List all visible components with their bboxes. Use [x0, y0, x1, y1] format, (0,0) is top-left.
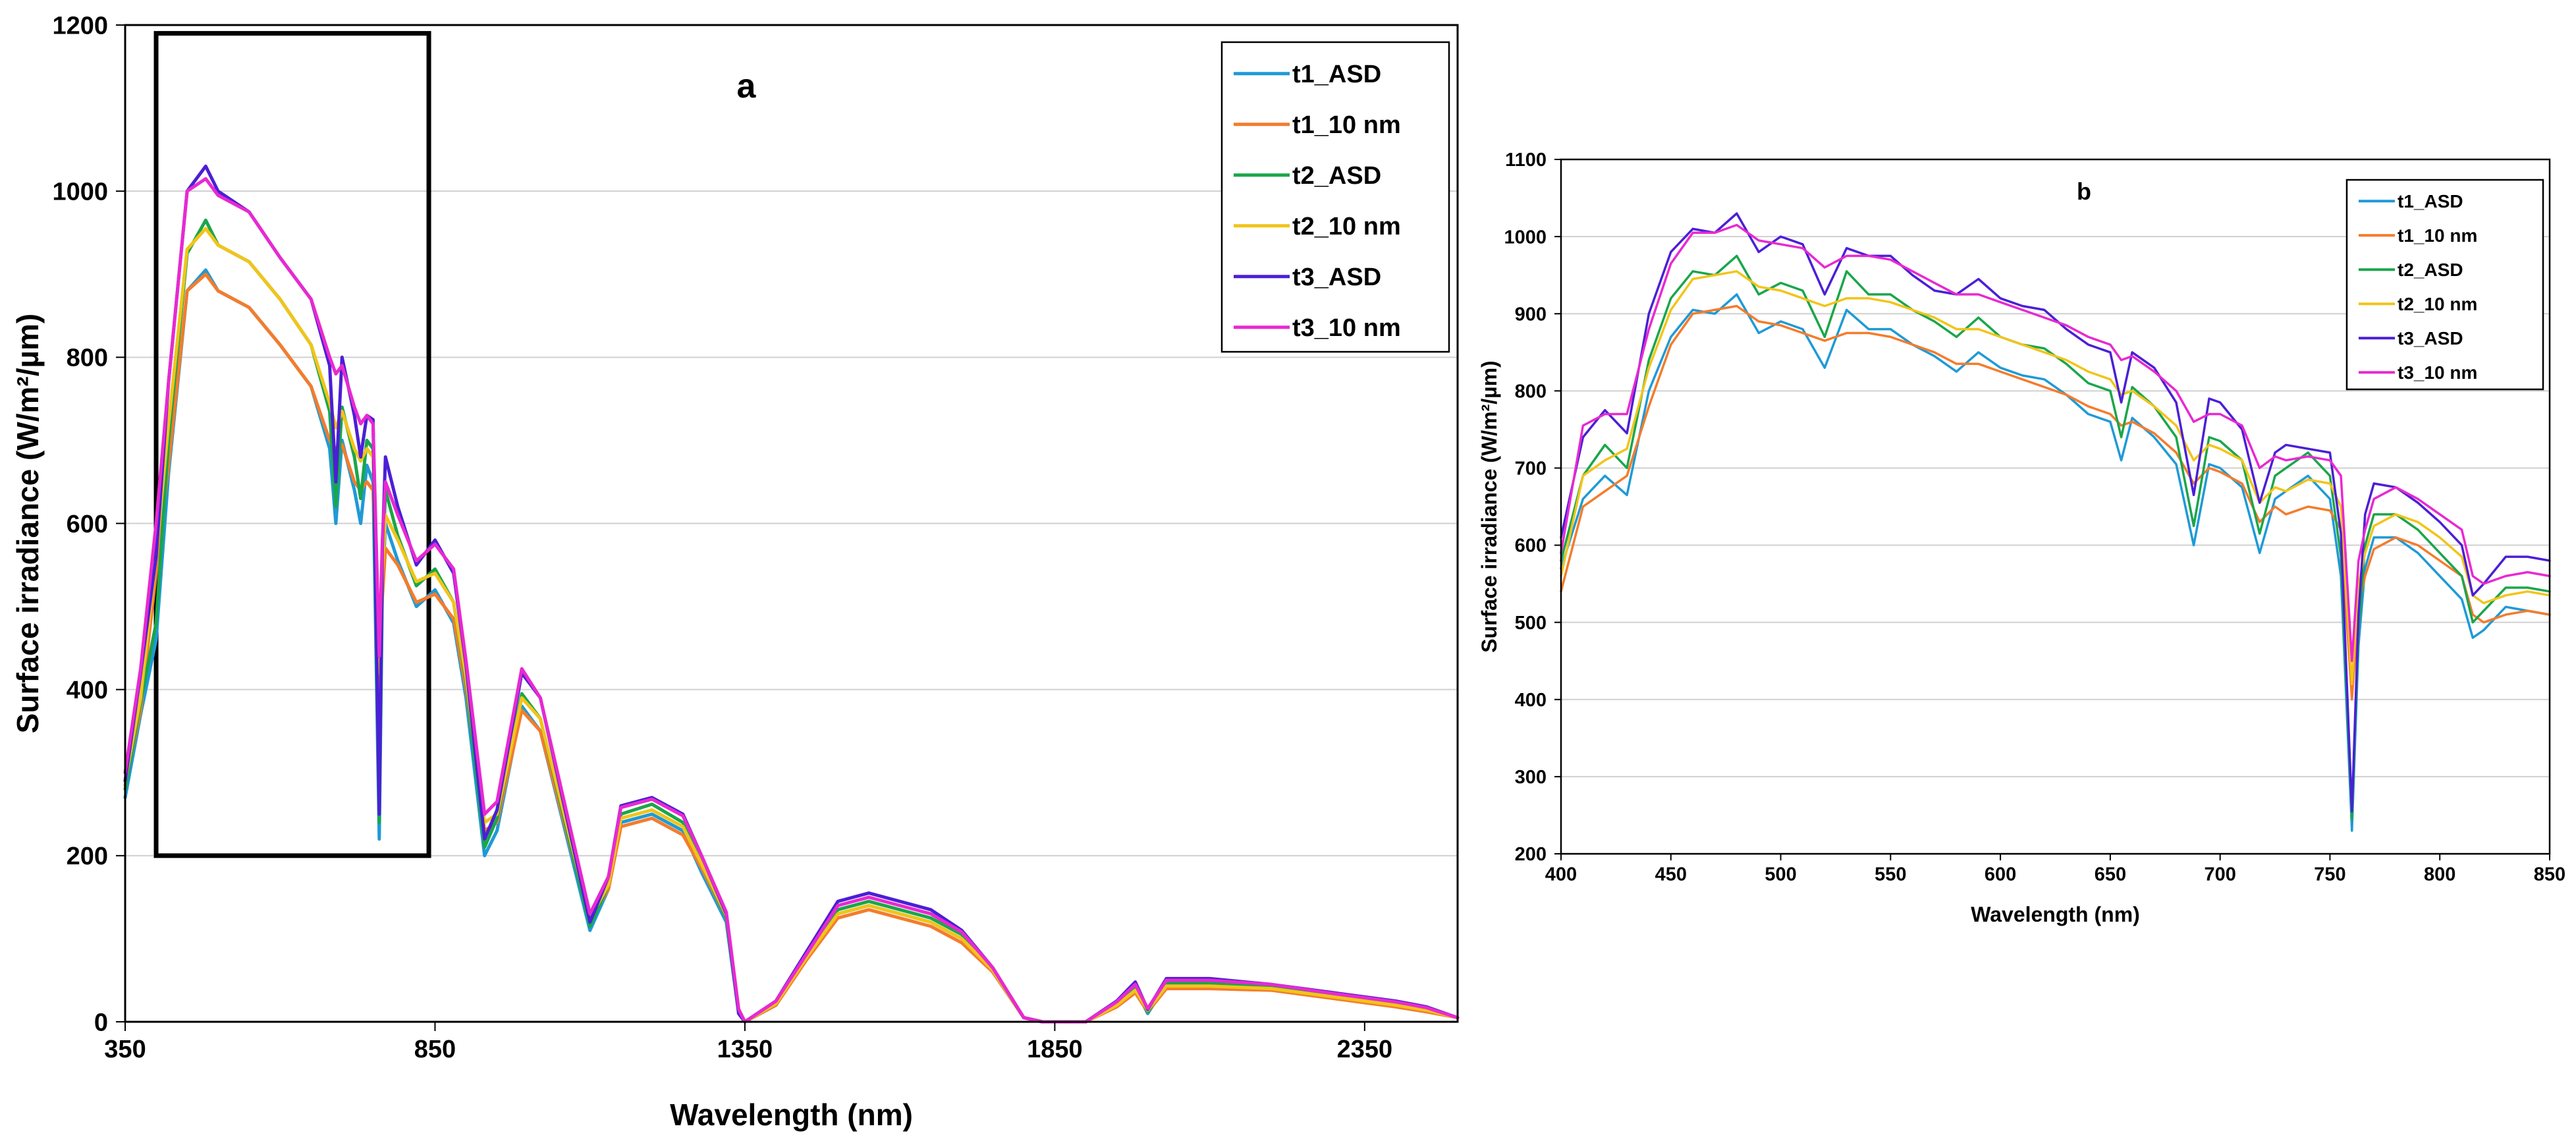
x-tick-label: 550: [1875, 864, 1906, 885]
x-tick-label: 2350: [1337, 1036, 1393, 1063]
panel-label: a: [737, 67, 757, 105]
y-tick-label: 400: [1515, 690, 1547, 711]
y-tick-label: 1000: [1504, 227, 1547, 248]
legend: t1_ASD t1_10 nm t2_ASD t2_10 nm t3_ASD t3_10 …: [2345, 179, 2544, 391]
y-axis-label: Surface irradiance (W/m²/µm): [1477, 360, 1501, 652]
x-axis-label: Wavelength (nm): [670, 1098, 913, 1132]
chart-b: 200 300 400 500 600 700 800 900 1000 1100 400 450 50…: [1477, 150, 2565, 926]
series-line-t1-asd: [1560, 293, 2551, 832]
series-line-t3-asd: [1560, 212, 2551, 813]
zoom-region-box: [153, 31, 431, 858]
legend-entry-label: t1_10 nm: [2398, 225, 2477, 246]
chart-a: 0 200 400 600 800 1000 1200 350 850 1350 1850 2350 W…: [11, 12, 1460, 1132]
legend-entry-label: t2_10 nm: [2398, 294, 2477, 314]
series-line-t3-10-nm: [123, 177, 1460, 1024]
panel-label: b: [2077, 178, 2091, 205]
x-tick-label: 650: [2095, 864, 2126, 885]
y-tick-label: 600: [1515, 536, 1547, 557]
legend-entry-label: t3_10 nm: [2398, 362, 2477, 383]
y-tick-label: 500: [1515, 613, 1547, 634]
legend-entry-label: t2_10 nm: [1292, 213, 1401, 240]
series-line-t3-10-nm: [1560, 223, 2551, 662]
y-axis-label: Surface irradiance (W/m²/µm): [11, 314, 45, 733]
x-axis-label: Wavelength (nm): [1971, 903, 2140, 926]
x-tick-label: 750: [2314, 864, 2345, 885]
y-tick-label: 900: [1515, 304, 1547, 325]
y-tick-label: 1200: [52, 12, 108, 40]
y-tick-label: 400: [67, 677, 108, 704]
y-tick-label: 0: [94, 1009, 108, 1036]
legend: t1_ASD t1_10 nm t2_ASD t2_10 nm t3_ASD t3_10 …: [1220, 41, 1450, 353]
y-tick-label: 800: [1515, 381, 1547, 402]
legend-entry-label: t1_ASD: [1292, 61, 1381, 88]
y-tick-label: 300: [1515, 767, 1547, 788]
legend-box: [1220, 41, 1450, 353]
legend-entry-label: t3_10 nm: [1292, 314, 1401, 342]
x-tick-label: 1850: [1027, 1036, 1083, 1063]
legend-entry-label: t2_ASD: [2398, 260, 2463, 280]
x-tick-label: 1350: [717, 1036, 773, 1063]
x-tick-label: 800: [2424, 864, 2455, 885]
y-tick-label: 800: [67, 345, 108, 372]
x-tick-label: 850: [414, 1036, 456, 1063]
x-tick-label: 450: [1655, 864, 1687, 885]
y-tick-label: 600: [67, 511, 108, 538]
x-tick-label: 500: [1765, 864, 1796, 885]
y-tick-label: 1000: [52, 178, 108, 206]
x-tick-label: 600: [1985, 864, 2016, 885]
legend-entry-label: t3_ASD: [2398, 328, 2463, 349]
x-tick-label: 700: [2204, 864, 2235, 885]
y-tick-label: 200: [67, 843, 108, 870]
legend-entry-label: t1_10 nm: [1292, 111, 1401, 139]
legend-entry-label: t1_ASD: [2398, 191, 2463, 211]
series-line-t2-10-nm: [1560, 270, 2551, 686]
series-line-t1-10-nm: [1560, 304, 2551, 701]
y-tick-label: 1100: [1505, 150, 1547, 171]
legend-box: [2345, 179, 2544, 391]
plot-area-frame: [1560, 158, 2551, 855]
x-tick-label: 850: [2534, 864, 2565, 885]
y-tick-label: 200: [1515, 844, 1547, 865]
x-tick-label: 400: [1545, 864, 1577, 885]
y-tick-label: 700: [1515, 459, 1547, 480]
legend-entry-label: t2_ASD: [1292, 162, 1381, 190]
legend-entry-label: t3_ASD: [1292, 264, 1381, 291]
x-tick-label: 350: [104, 1036, 146, 1063]
